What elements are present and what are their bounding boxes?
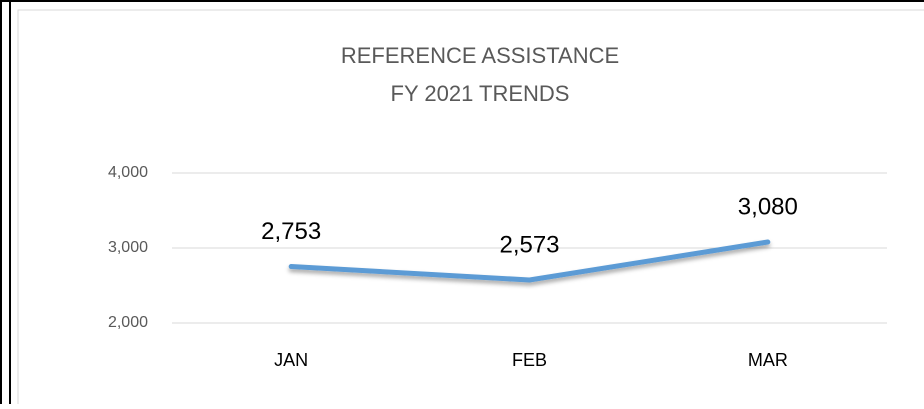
line-series — [288, 239, 771, 283]
data-label: 2,753 — [261, 218, 321, 245]
x-tick-label: FEB — [512, 350, 547, 370]
data-label: 3,080 — [738, 193, 798, 220]
chart-subtitle: FY 2021 TRENDS — [391, 81, 570, 106]
y-tick-label: 2,000 — [108, 314, 148, 331]
chart-border — [17, 9, 924, 409]
x-tick-label: JAN — [274, 350, 308, 370]
x-tick-label: MAR — [748, 350, 788, 370]
data-label: 2,573 — [499, 231, 559, 258]
y-tick-label: 4,000 — [108, 164, 148, 181]
chart-title: REFERENCE ASSISTANCE — [341, 43, 619, 68]
y-tick-label: 3,000 — [108, 239, 148, 256]
